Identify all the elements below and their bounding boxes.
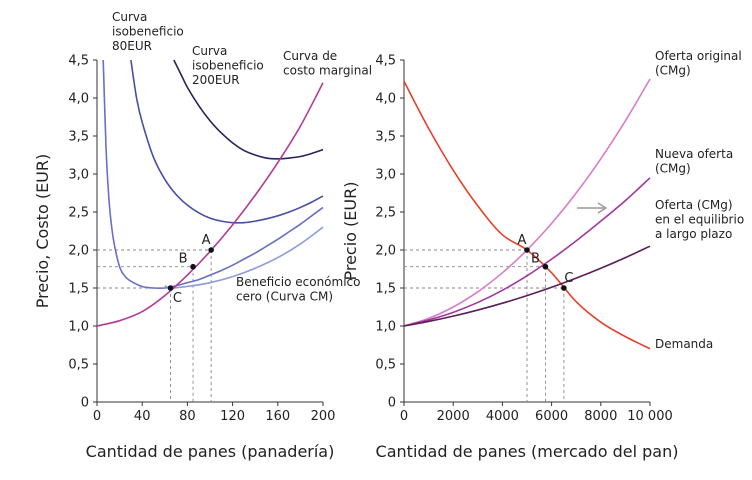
series-line-supply-longrun [404,245,651,327]
annotation-iso80: 80EUR [112,39,152,53]
point-label-C: C [564,271,573,286]
annotation-ac: cero (Curva CM) [236,290,333,304]
point-label-B: B [179,252,188,267]
y-tick-label: 2,5 [68,206,89,221]
annotation-iso200: isobeneficio [192,59,264,73]
point-B [542,263,549,270]
y-tick-label: 1,0 [375,320,396,335]
series-line-supply-new [404,177,651,327]
x-tick-label: 160 [265,409,290,424]
y-axis-title: Precio, Costo (EUR) [33,154,52,309]
annotation-lr: Oferta (CMg) [655,198,733,212]
annotation-mc: costo marginal [283,64,372,78]
point-label-B: B [531,252,540,267]
y-tick-label: 0 [388,396,396,411]
annotation-lr: en el equilibrio [655,213,744,227]
series-line-isoprofit-high [173,59,324,160]
y-tick-label: 1,5 [68,282,89,297]
annotation-mc: Curva de [283,49,337,63]
x-tick-label: 8000 [584,409,617,424]
x-tick-label: 120 [220,409,245,424]
annotation-dem: Demanda [655,337,713,351]
y-tick-label: 2,5 [375,206,396,221]
series-line-isoprofit-200 [130,59,324,224]
annotation-iso200: 200EUR [192,73,240,87]
y-tick-label: 2,0 [375,244,396,259]
point-A [208,247,214,253]
point-label-A: A [518,233,527,248]
y-axis-title: Precio (EUR) [341,182,360,281]
y-tick-label: 0 [81,396,89,411]
shift-arrow-head [597,202,608,214]
point-A [524,247,530,253]
series-line-isoprofit-80 [102,59,324,290]
point-label-A: A [202,233,211,248]
point-C [167,285,174,291]
y-tick-label: 4,0 [375,92,396,107]
series-line-demand [404,80,651,350]
point-C [561,285,567,291]
x-axis-title: Cantidad de panes (panadería) [86,442,335,461]
annotation-lr: a largo plazo [655,227,732,241]
x-tick-label: 40 [134,409,151,424]
x-tick-label: 0 [400,409,408,424]
y-tick-label: 3,0 [68,168,89,183]
x-tick-label: 10 000 [627,409,673,424]
x-tick-label: 80 [179,409,196,424]
y-tick-label: 0,5 [375,358,396,373]
chart-panel-1: 0 0,5 1,0 1,5 2,0 2,5 3,0 3,5 4,0 4,5 0 40 80 120 160 2… [33,10,372,461]
x-tick-label: 6000 [535,409,568,424]
y-tick-label: 1,5 [375,282,396,297]
annotation-iso80: Curva [112,10,147,24]
annotation-new: (CMg) [655,162,691,176]
y-tick-label: 4,0 [68,92,89,107]
y-tick-label: 4,5 [68,54,89,69]
y-tick-label: 4,5 [375,54,396,69]
y-tick-label: 3,5 [68,130,89,145]
y-tick-label: 2,0 [68,244,89,259]
annotation-ac: Beneficio económico [236,275,360,289]
x-tick-label: 0 [93,409,101,424]
annotation-orig: Oferta original [655,49,742,63]
y-tick-label: 3,0 [375,168,396,183]
y-tick-label: 1,0 [68,320,89,335]
x-tick-label: 2000 [437,409,470,424]
annotation-iso80: isobeneficio [112,25,184,39]
point-label-C: C [173,291,182,306]
y-tick-label: 3,5 [375,130,396,145]
point-B [190,263,196,270]
annotation-orig: (CMg) [655,64,691,78]
annotation-iso200: Curva [192,44,227,58]
annotation-new: Nueva oferta [655,147,733,161]
x-axis-title: Cantidad de panes (mercado del pan) [376,442,679,461]
y-tick-label: 0,5 [68,358,89,373]
x-tick-label: 4000 [486,409,519,424]
chart-panel-2: 0 0,5 1,0 1,5 2,0 2,5 3,0 3,5 4,0 4,5 0 2000 4000 600… [341,49,744,461]
x-tick-label: 200 [311,409,336,424]
